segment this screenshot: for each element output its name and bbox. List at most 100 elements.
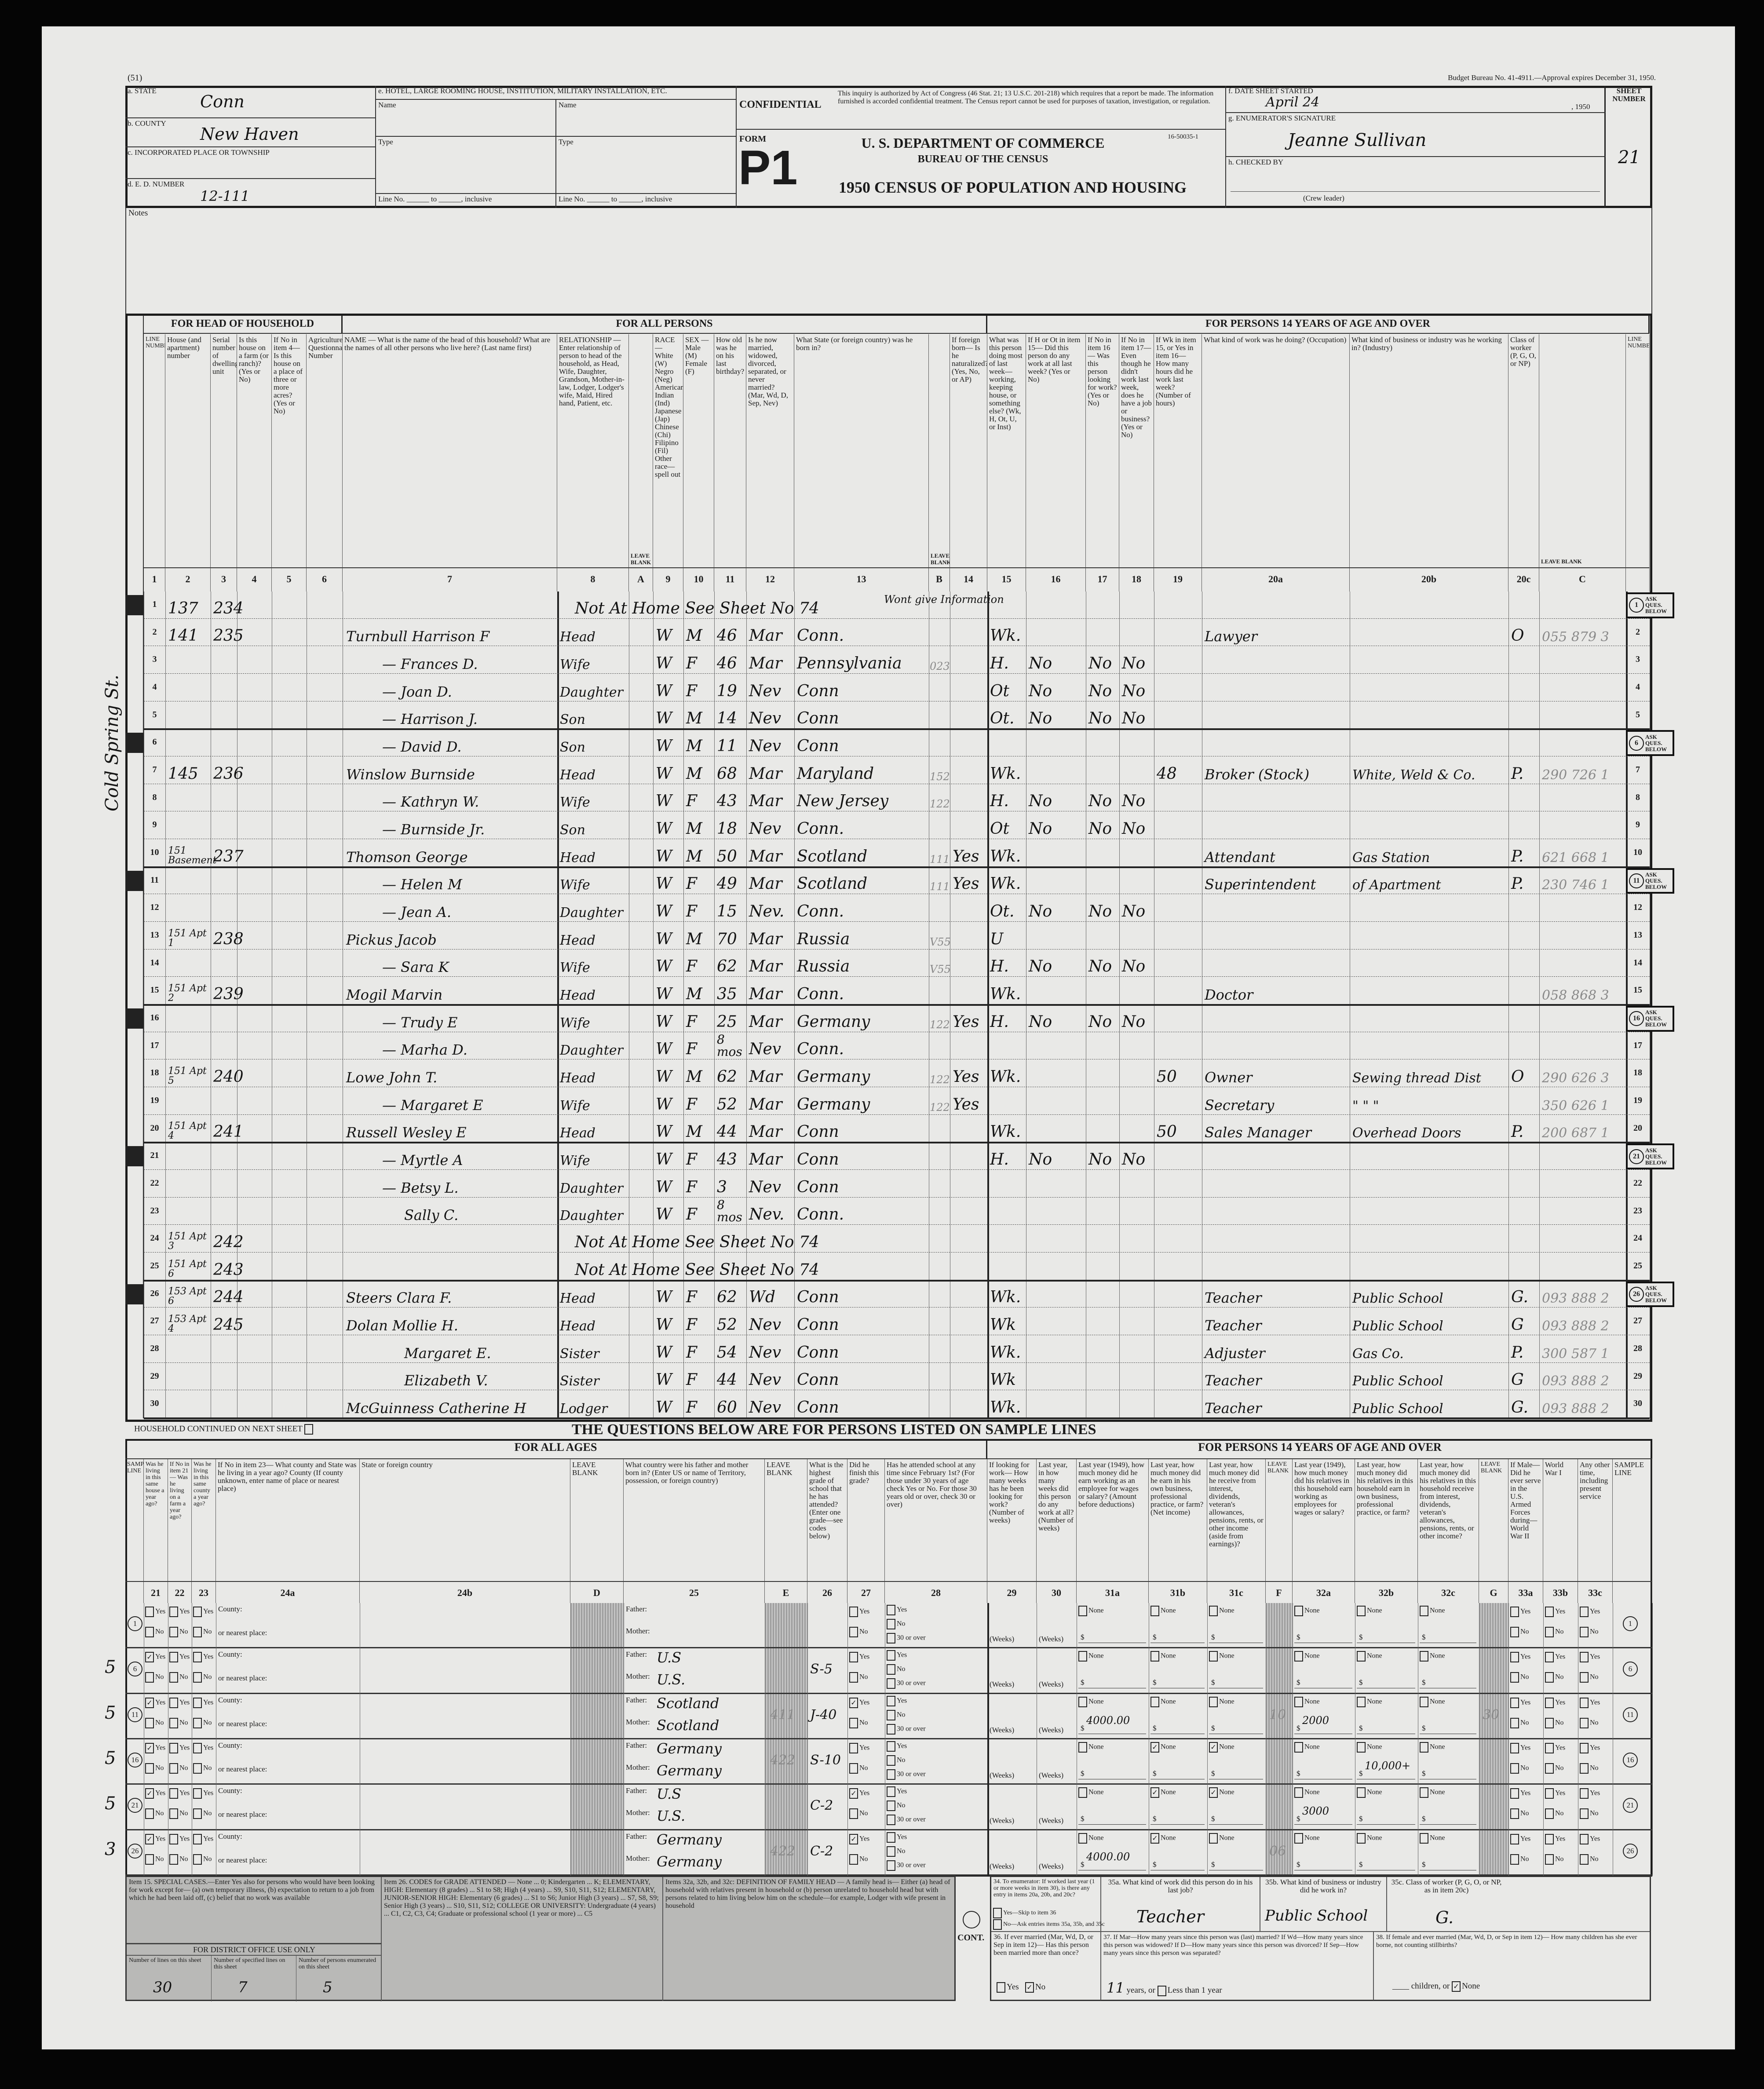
armed-forces-33c-yes[interactable]: Yes (1580, 1788, 1600, 1799)
armed-forces-33c-yes[interactable]: Yes (1580, 1833, 1600, 1844)
checkbox[interactable] (1510, 1697, 1519, 1708)
checkbox[interactable] (193, 1672, 202, 1683)
checkbox[interactable] (1420, 1742, 1428, 1753)
item-22-yes[interactable]: Yes (169, 1833, 190, 1844)
income-31b-none[interactable]: None (1150, 1606, 1176, 1616)
income-31a-none[interactable]: None (1078, 1833, 1104, 1844)
checkbox[interactable] (849, 1808, 858, 1819)
checkbox[interactable] (887, 1650, 895, 1661)
checkbox[interactable] (193, 1808, 202, 1819)
checkbox[interactable] (193, 1742, 202, 1753)
armed-forces-33a-no[interactable]: No (1510, 1717, 1529, 1728)
checkbox[interactable] (145, 1627, 154, 1637)
item-22-no[interactable]: No (169, 1717, 188, 1728)
item-21-yes[interactable]: ✓ Yes (145, 1652, 165, 1663)
income-32b-none[interactable]: None (1357, 1833, 1382, 1844)
armed-forces-33c-no[interactable]: No (1580, 1717, 1599, 1728)
item-28-yes[interactable]: Yes (887, 1695, 907, 1706)
item-22-yes[interactable]: Yes (169, 1788, 190, 1799)
armed-forces-33a-yes[interactable]: Yes (1510, 1697, 1530, 1708)
item-21-yes[interactable]: ✓ Yes (145, 1833, 165, 1844)
checkbox[interactable] (169, 1717, 178, 1728)
q34-no-checkbox[interactable] (993, 1919, 1002, 1930)
checkbox[interactable] (1209, 1833, 1218, 1844)
checkbox[interactable] (887, 1678, 895, 1689)
item-27-yes[interactable]: ✓ Yes (849, 1697, 869, 1708)
income-31b-none[interactable]: None (1150, 1651, 1176, 1662)
income-31c-none[interactable]: ✓ None (1209, 1742, 1234, 1753)
armed-forces-33c-no[interactable]: No (1580, 1808, 1599, 1819)
income-31c-none[interactable]: None (1209, 1651, 1234, 1662)
checkbox[interactable] (145, 1808, 154, 1819)
item-28-no[interactable]: No (887, 1709, 906, 1720)
checkbox[interactable] (193, 1652, 202, 1663)
item-27-no[interactable]: No (849, 1717, 868, 1728)
checkbox[interactable] (193, 1717, 202, 1728)
item-22-no[interactable]: No (169, 1808, 188, 1819)
item-28-yes[interactable]: Yes (887, 1832, 907, 1843)
armed-forces-33b-no[interactable]: No (1545, 1627, 1564, 1637)
income-31b-none[interactable]: ✓ None (1150, 1833, 1176, 1844)
checkbox[interactable] (849, 1717, 858, 1728)
checkbox[interactable] (1420, 1651, 1428, 1662)
checkbox[interactable]: ✓ (849, 1697, 858, 1708)
checkbox[interactable] (1150, 1696, 1159, 1707)
checkbox[interactable] (1294, 1651, 1303, 1662)
checkbox[interactable] (193, 1854, 202, 1865)
armed-forces-33b-yes[interactable]: Yes (1545, 1607, 1565, 1617)
checkbox[interactable] (1545, 1808, 1554, 1819)
checkbox[interactable] (887, 1741, 895, 1752)
checkbox[interactable] (1150, 1606, 1159, 1616)
armed-forces-33b-no[interactable]: No (1545, 1717, 1564, 1728)
item-27-no[interactable]: No (849, 1808, 868, 1819)
item-23-no[interactable]: No (193, 1763, 212, 1774)
checkbox[interactable]: ✓ (145, 1788, 154, 1799)
checkbox[interactable] (887, 1846, 895, 1857)
item-27-no[interactable]: No (849, 1763, 868, 1774)
checkbox[interactable] (849, 1854, 858, 1865)
item-23-no[interactable]: No (193, 1627, 212, 1637)
checkbox[interactable] (1078, 1651, 1087, 1662)
checkbox[interactable] (1294, 1833, 1303, 1844)
checkbox[interactable]: ✓ (849, 1788, 858, 1799)
income-31a-none[interactable]: None (1078, 1696, 1104, 1707)
checkbox[interactable] (1510, 1652, 1519, 1663)
armed-forces-33a-yes[interactable]: Yes (1510, 1788, 1530, 1799)
checkbox[interactable] (1580, 1833, 1589, 1844)
income-32b-none[interactable]: None (1357, 1606, 1382, 1616)
armed-forces-33b-no[interactable]: No (1545, 1854, 1564, 1865)
income-31a-none[interactable]: None (1078, 1787, 1104, 1798)
item-23-yes[interactable]: Yes (193, 1652, 213, 1663)
checkbox[interactable] (1580, 1607, 1589, 1617)
checkbox[interactable] (1580, 1717, 1589, 1728)
item-22-no[interactable]: No (169, 1763, 188, 1774)
checkbox[interactable] (1545, 1627, 1554, 1637)
checkbox[interactable] (1510, 1763, 1519, 1774)
checkbox[interactable] (1078, 1696, 1087, 1707)
armed-forces-33b-no[interactable]: No (1545, 1763, 1564, 1774)
checkbox[interactable] (145, 1607, 154, 1617)
income-31c-none[interactable]: None (1209, 1833, 1234, 1844)
checkbox[interactable] (169, 1607, 178, 1617)
income-32c-none[interactable]: None (1420, 1606, 1445, 1616)
armed-forces-33c-no[interactable]: No (1580, 1763, 1599, 1774)
checkbox[interactable] (1510, 1627, 1519, 1637)
item-21-yes[interactable]: Yes (145, 1607, 165, 1617)
checkbox[interactable] (169, 1627, 178, 1637)
item-21-yes[interactable]: ✓ Yes (145, 1697, 165, 1708)
armed-forces-33c-no[interactable]: No (1580, 1854, 1599, 1865)
armed-forces-33b-yes[interactable]: Yes (1545, 1652, 1565, 1663)
checkbox[interactable] (1078, 1606, 1087, 1616)
checkbox[interactable]: ✓ (1209, 1787, 1218, 1798)
checkbox[interactable] (1580, 1672, 1589, 1683)
checkbox[interactable] (887, 1755, 895, 1766)
item-21-no[interactable]: No (145, 1672, 164, 1683)
item-28-30-or-over[interactable]: 30 or over (887, 1860, 926, 1871)
item-27-yes[interactable]: Yes (849, 1742, 869, 1753)
income-32c-none[interactable]: None (1420, 1787, 1445, 1798)
checkbox[interactable] (1580, 1763, 1589, 1774)
income-32b-none[interactable]: None (1357, 1787, 1382, 1798)
armed-forces-33a-no[interactable]: No (1510, 1672, 1529, 1683)
checkbox[interactable] (1357, 1651, 1366, 1662)
checkbox[interactable] (849, 1763, 858, 1774)
